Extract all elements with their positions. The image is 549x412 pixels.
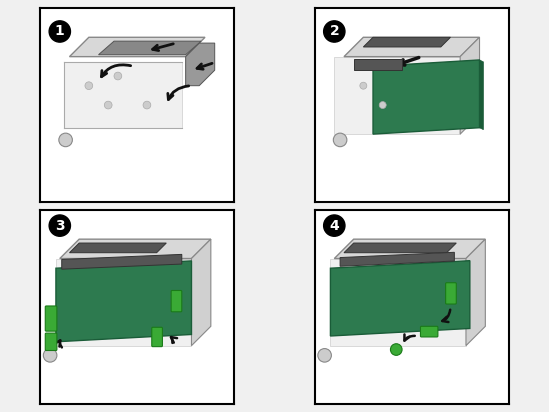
Polygon shape [330,259,466,346]
Circle shape [333,133,347,147]
Polygon shape [479,60,484,130]
Text: 1: 1 [55,24,65,38]
Polygon shape [56,259,192,346]
Text: 4: 4 [329,219,339,233]
Polygon shape [466,239,485,346]
Polygon shape [344,243,456,253]
Circle shape [104,101,112,109]
Polygon shape [340,252,455,266]
Polygon shape [373,60,479,134]
Circle shape [390,344,402,355]
Circle shape [85,82,93,89]
FancyBboxPatch shape [171,290,182,312]
Circle shape [114,72,122,80]
Circle shape [49,215,70,236]
Circle shape [360,82,367,89]
FancyBboxPatch shape [421,326,438,337]
Text: 3: 3 [55,219,65,233]
Polygon shape [334,57,460,134]
Polygon shape [60,239,211,259]
FancyBboxPatch shape [152,327,163,346]
Polygon shape [344,37,479,57]
Circle shape [143,101,151,109]
Polygon shape [354,59,402,70]
FancyBboxPatch shape [45,333,57,351]
Polygon shape [363,37,451,47]
Circle shape [49,21,70,42]
Polygon shape [330,261,470,336]
Circle shape [318,349,332,362]
FancyBboxPatch shape [446,283,456,304]
Circle shape [324,215,345,236]
Polygon shape [56,261,192,342]
Circle shape [379,102,386,108]
Circle shape [43,349,57,362]
Circle shape [324,21,345,42]
FancyBboxPatch shape [45,306,57,331]
Text: 2: 2 [329,24,339,38]
Polygon shape [186,43,215,86]
Polygon shape [70,37,205,57]
Polygon shape [64,63,182,128]
Polygon shape [192,239,211,346]
Polygon shape [460,37,479,134]
Polygon shape [98,41,201,55]
Polygon shape [61,254,182,269]
Polygon shape [334,239,485,259]
Polygon shape [70,243,166,253]
Circle shape [59,133,72,147]
